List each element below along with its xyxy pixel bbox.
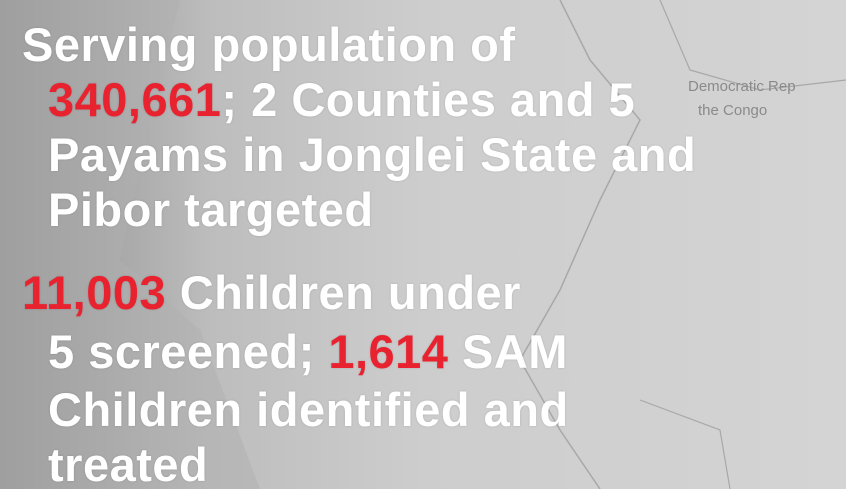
- text-line: 11,003 Children under: [22, 268, 521, 318]
- text-line: 340,661; 2 Counties and 5: [48, 75, 635, 125]
- text-line: Payams in Jonglei State and: [48, 130, 696, 180]
- text-run: treated: [48, 438, 209, 491]
- highlight-number: 340,661: [48, 73, 222, 126]
- text-run: Children identified and: [48, 383, 569, 436]
- text-run: Pibor targeted: [48, 183, 374, 236]
- text-run: 5 screened;: [48, 325, 329, 378]
- text-run: Children under: [166, 266, 521, 319]
- border-line: [519, 0, 641, 489]
- highlight-number: 1,614: [328, 325, 449, 378]
- text-line: treated: [48, 440, 208, 490]
- text-line: 5 screened; 1,614 SAM: [48, 327, 568, 377]
- border-line: [639, 399, 731, 489]
- text-line: Children identified and: [48, 385, 569, 435]
- text-run: Serving population of: [22, 18, 516, 71]
- text-line: Serving population of: [22, 20, 516, 70]
- text-run: SAM: [448, 325, 568, 378]
- text-line: Pibor targeted: [48, 185, 374, 235]
- map-label: Democratic Rep: [688, 78, 796, 95]
- text-run: ; 2 Counties and 5: [221, 73, 636, 126]
- map-region: [0, 0, 260, 489]
- text-run: Payams in Jonglei State and: [48, 128, 697, 181]
- highlight-number: 11,003: [22, 266, 167, 319]
- map-label: the Congo: [698, 102, 768, 119]
- border-line: [659, 0, 846, 91]
